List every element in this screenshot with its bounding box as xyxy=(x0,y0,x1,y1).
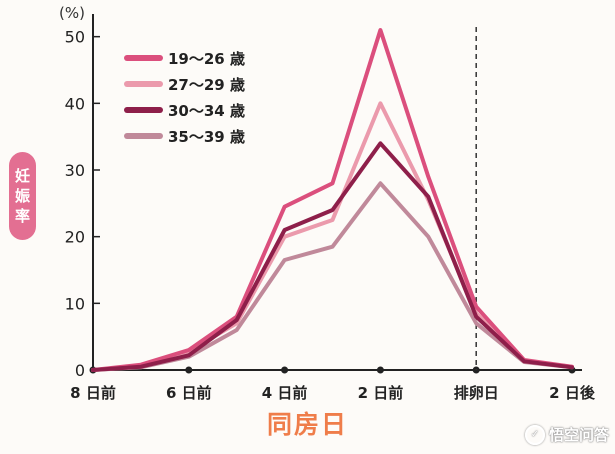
legend-label: 19〜26 歳 xyxy=(168,50,245,68)
series-line-1 xyxy=(91,101,574,372)
legend-label: 27〜29 歳 xyxy=(168,76,245,94)
x-tick-dot xyxy=(281,366,289,374)
x-tick-label: 排卵日 xyxy=(454,384,499,402)
y-axis-label-char: 妊 xyxy=(14,167,30,185)
chat-bubble-icon: ✓ xyxy=(524,424,545,445)
legend-label: 30〜34 歳 xyxy=(168,102,245,120)
y-tick-label: 50 xyxy=(65,28,85,47)
x-tick-dot xyxy=(376,366,384,374)
y-tick-label: 20 xyxy=(65,228,85,247)
y-unit-label: (%) xyxy=(59,4,85,22)
y-tick-label: 10 xyxy=(65,294,85,313)
y-axis-label-char: 率 xyxy=(14,207,30,225)
y-axis-label-char: 娠 xyxy=(14,187,30,205)
x-tick-label: 2 日前 xyxy=(358,384,404,402)
watermark: ✓ 悟空问答 xyxy=(524,424,609,445)
series-line-0 xyxy=(91,28,574,372)
x-axis-label: 同房日 xyxy=(266,410,348,439)
x-tick-label: 8 日前 xyxy=(70,384,116,402)
x-tick-label: 4 日前 xyxy=(262,384,308,402)
x-tick-label: 2 日後 xyxy=(549,384,596,402)
legend: 19〜26 歳 27〜29 歳 30〜34 歳 35〜39 歳 xyxy=(124,50,245,146)
x-tick-dot xyxy=(185,366,193,374)
x-tick-label: 6 日前 xyxy=(166,384,212,402)
y-tick-label: 0 xyxy=(75,361,85,380)
watermark-text: 悟空问答 xyxy=(548,426,609,444)
y-tick-label: 40 xyxy=(65,94,85,113)
y-axis-label: 妊娠率 xyxy=(9,152,36,240)
series-line-2 xyxy=(91,141,574,372)
y-tick-label: 30 xyxy=(65,161,85,180)
legend-label: 35〜39 歳 xyxy=(168,128,245,146)
